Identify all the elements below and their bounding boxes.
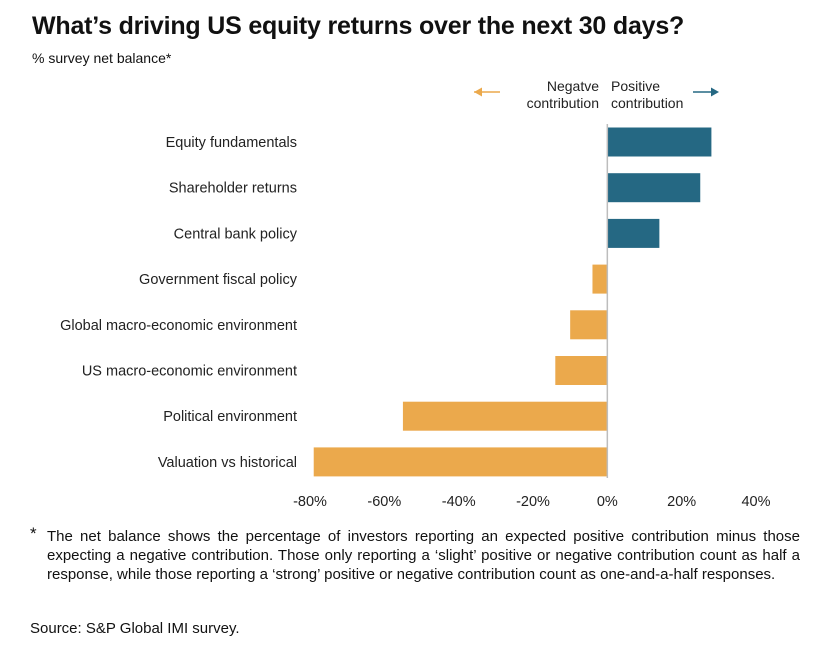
- bar-3: [592, 264, 608, 294]
- bar-5: [555, 356, 608, 385]
- positive-arrow-icon: [711, 87, 719, 97]
- x-tick-label-1: -60%: [367, 494, 401, 510]
- category-label-6: Political environment: [163, 409, 297, 425]
- category-label-0: Equity fundamentals: [166, 135, 297, 151]
- bar-2: [607, 218, 660, 248]
- bar-4: [570, 310, 608, 340]
- chart-legend: Negatve contribution Positive contributi…: [474, 78, 719, 111]
- source-note: Source: S&P Global IMI survey.: [30, 620, 240, 637]
- negative-arrow-icon: [474, 87, 482, 97]
- x-tick-label-4: 0%: [597, 494, 618, 510]
- bar-6: [402, 401, 608, 431]
- bar-0: [607, 127, 712, 157]
- bar-1: [607, 173, 701, 203]
- legend-positive-line1: Positive: [611, 78, 660, 94]
- x-axis-tick-labels: -80% -60% -40% -20% 0% 20% 40%: [293, 494, 771, 510]
- footnote-text: The net balance shows the percentage of …: [47, 528, 800, 583]
- chart-title: What’s driving US equity returns over th…: [32, 12, 685, 40]
- bars-group: [313, 127, 712, 477]
- category-labels: Equity fundamentals Shareholder returns Ce…: [60, 135, 298, 471]
- category-label-3: Government fiscal policy: [139, 272, 298, 288]
- x-tick-label-6: 40%: [741, 494, 770, 510]
- chart-subtitle: % survey net balance*: [32, 50, 172, 66]
- category-label-7: Valuation vs historical: [158, 455, 297, 471]
- x-tick-label-0: -80%: [293, 494, 327, 510]
- x-tick-label-3: -20%: [516, 494, 550, 510]
- legend-negative-line2: contribution: [527, 95, 599, 111]
- legend-negative-line1: Negatve: [547, 78, 599, 94]
- footnote: * The net balance shows the percentage o…: [30, 524, 800, 584]
- category-label-1: Shareholder returns: [169, 181, 297, 197]
- category-label-2: Central bank policy: [174, 226, 298, 242]
- bar-7: [313, 447, 608, 477]
- x-tick-label-2: -40%: [442, 494, 476, 510]
- category-label-4: Global macro-economic environment: [60, 318, 297, 334]
- legend-positive-line2: contribution: [611, 95, 683, 111]
- x-tick-label-5: 20%: [667, 494, 696, 510]
- footnote-marker: *: [30, 524, 37, 543]
- category-label-5: US macro-economic environment: [82, 364, 297, 380]
